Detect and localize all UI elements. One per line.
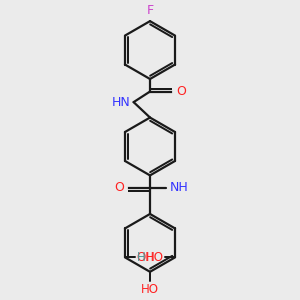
- Text: O: O: [114, 182, 124, 194]
- Text: H: H: [136, 251, 145, 264]
- Text: HO: HO: [146, 251, 164, 264]
- Text: NH: NH: [169, 182, 188, 194]
- Text: O: O: [176, 85, 186, 98]
- Text: HN: HN: [112, 96, 131, 109]
- Text: F: F: [146, 4, 154, 17]
- Text: HO: HO: [141, 284, 159, 296]
- Text: OH: OH: [136, 251, 154, 264]
